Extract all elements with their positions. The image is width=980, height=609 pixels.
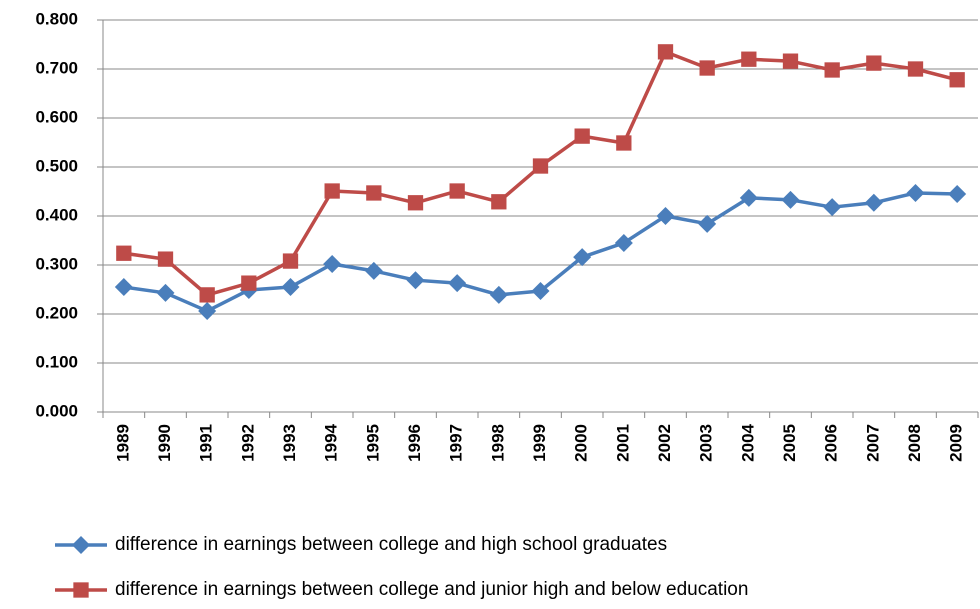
x-tick-label: 2009 [947,424,966,462]
y-tick-label: 0.500 [35,156,78,175]
point [532,158,549,174]
point [949,72,965,88]
point [574,128,590,144]
x-tick-label: 2000 [572,424,591,462]
point [614,233,633,252]
x-tick-label: 1996 [405,424,424,462]
point [531,281,550,300]
legend-label: difference in earnings between college a… [115,579,748,600]
point [366,185,382,201]
y-tick-label: 0.100 [35,352,78,371]
point [866,55,882,71]
legend-label: difference in earnings between college a… [115,534,667,555]
point [116,245,132,261]
point [156,283,175,302]
legend-marker [73,582,89,598]
point [948,184,967,203]
x-tick-label: 2004 [738,423,757,461]
point [616,135,632,151]
point [407,195,424,211]
y-tick-label: 0.600 [35,107,78,126]
x-tick-label: 1991 [197,424,216,462]
y-tick-label: 0.400 [35,205,78,224]
point [573,248,592,267]
x-tick-label: 1992 [238,424,257,462]
x-tick-label: 1995 [363,424,382,462]
point [114,278,133,297]
y-tick-label: 0.800 [35,9,78,28]
point [906,183,925,202]
point [448,274,467,293]
point [907,61,924,77]
x-tick-label: 1997 [447,424,466,462]
point [489,285,508,304]
x-tick-label: 2008 [905,424,924,462]
x-tick-label: 1990 [155,424,174,462]
y-tick-label: 0.700 [35,58,78,77]
point [198,302,217,321]
point [199,287,215,303]
point [449,183,465,199]
point [698,214,717,233]
point [864,193,883,212]
point [491,194,507,210]
point [657,44,674,60]
x-tick-label: 1994 [322,423,341,461]
x-tick-label: 2005 [780,424,799,462]
point [782,53,799,69]
point [241,275,257,291]
point [282,253,299,269]
x-tick-label: 2002 [655,424,674,462]
point [656,207,675,225]
point [741,51,757,67]
point [739,188,758,207]
x-tick-label: 1999 [530,424,549,462]
point [699,60,715,76]
y-tick-label: 0.000 [35,401,78,420]
x-tick-label: 1989 [113,424,132,462]
x-tick-label: 1998 [488,424,507,462]
x-tick-label: 2006 [822,424,841,462]
point [323,255,342,274]
x-tick-label: 2001 [613,424,632,462]
point [157,251,174,267]
point [324,183,340,199]
point [406,271,425,290]
point [781,190,800,209]
y-tick-label: 0.200 [35,303,78,322]
legend-marker [72,536,90,554]
point [281,278,300,297]
x-tick-label: 2007 [863,424,882,462]
point [364,261,383,280]
point [824,62,840,78]
y-tick-label: 0.300 [35,254,78,273]
x-tick-label: 1993 [280,424,299,462]
point [823,198,842,217]
x-tick-label: 2003 [697,424,716,462]
